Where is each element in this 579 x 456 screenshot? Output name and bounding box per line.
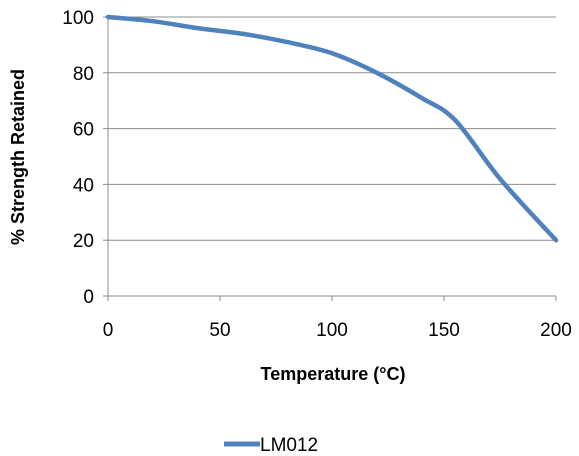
series-layer bbox=[105, 14, 559, 243]
x-axis-title: Temperature (°C) bbox=[261, 364, 406, 384]
y-tick-label-0: 0 bbox=[83, 287, 94, 308]
legend-label-lm012: LM012 bbox=[260, 435, 318, 456]
y-tick-label-60: 60 bbox=[73, 120, 94, 141]
axes bbox=[103, 16, 557, 301]
y-tick-label-20: 20 bbox=[73, 231, 94, 252]
y-tick-label-40: 40 bbox=[73, 175, 94, 196]
y-tick-labels: 0 20 40 60 80 100 bbox=[62, 8, 94, 308]
x-tick-label-0: 0 bbox=[103, 320, 114, 341]
x-tick-label-50: 50 bbox=[209, 320, 230, 341]
legend: LM012 bbox=[224, 435, 318, 456]
y-tick-label-100: 100 bbox=[62, 8, 94, 29]
x-tick-label-100: 100 bbox=[316, 320, 348, 341]
y-tick-label-80: 80 bbox=[73, 64, 94, 85]
x-tick-label-200: 200 bbox=[540, 320, 572, 341]
x-tick-label-150: 150 bbox=[428, 320, 460, 341]
x-tick-labels: 0 50 100 150 200 bbox=[103, 320, 572, 341]
gridlines bbox=[108, 16, 556, 241]
series-line-lm012 bbox=[105, 14, 559, 243]
y-axis-title: % Strength Retained bbox=[8, 69, 28, 245]
